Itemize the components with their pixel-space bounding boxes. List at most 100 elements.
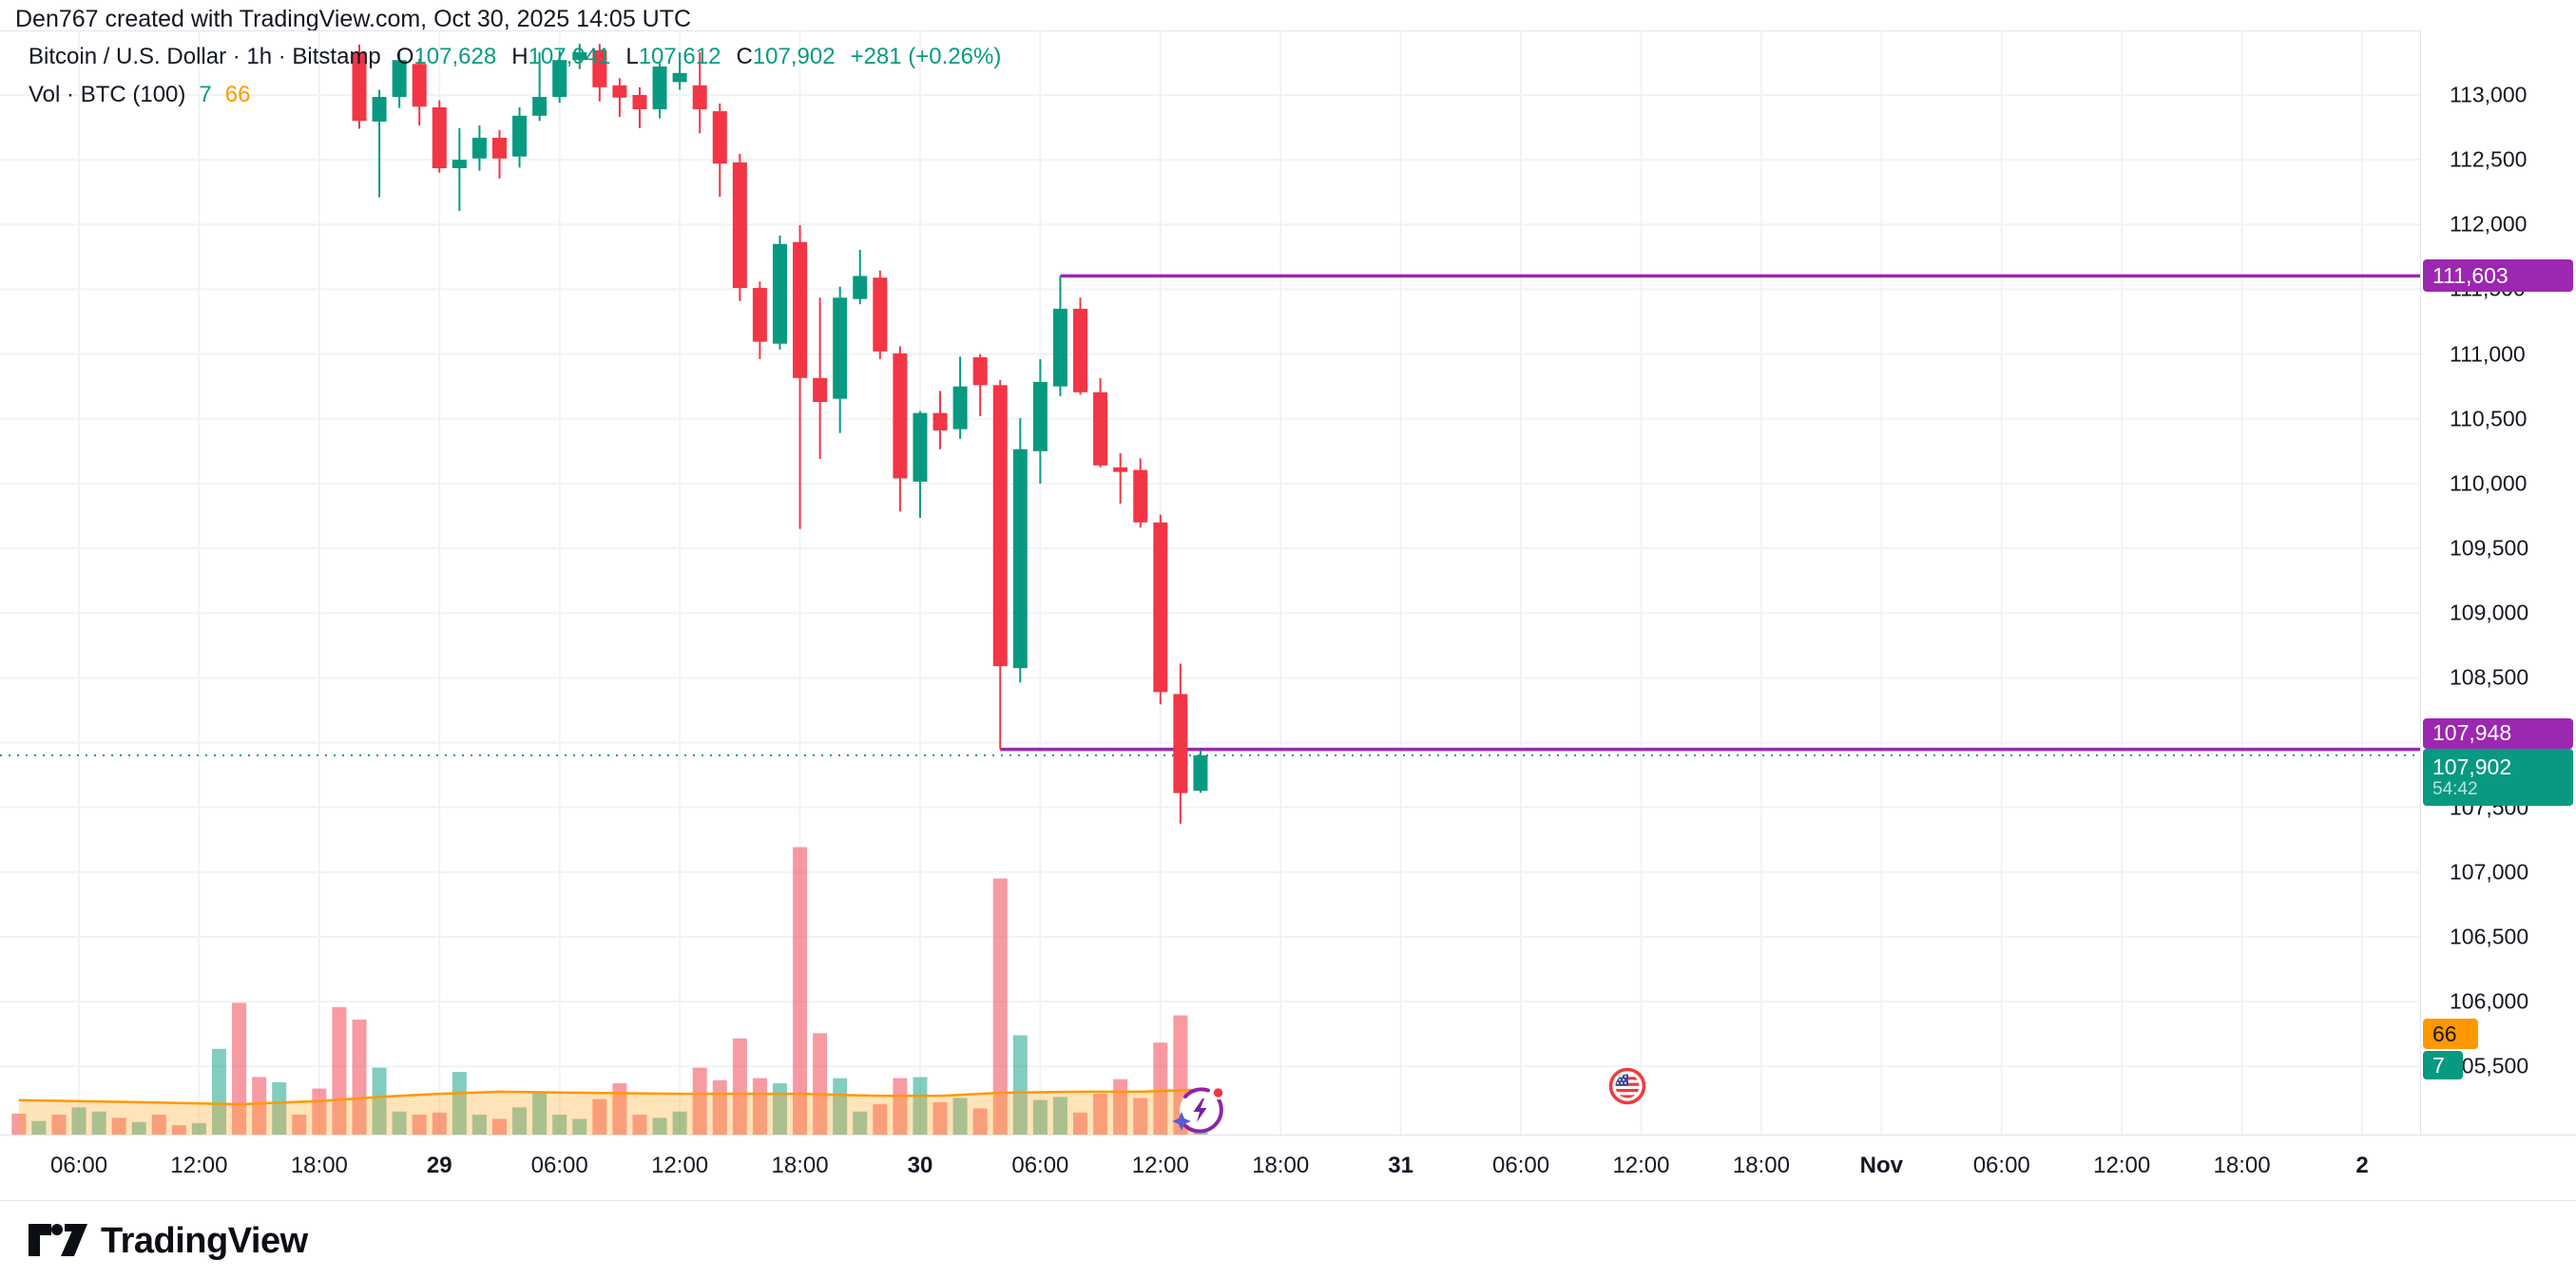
volume-bar[interactable] <box>572 1118 587 1136</box>
candle[interactable] <box>692 52 707 134</box>
volume-bar[interactable] <box>491 1118 507 1136</box>
volume-bar[interactable] <box>131 1121 146 1135</box>
candle[interactable] <box>972 353 988 417</box>
candle[interactable] <box>853 249 868 305</box>
candle[interactable] <box>1173 663 1188 824</box>
candle[interactable] <box>512 106 528 168</box>
candle[interactable] <box>1113 452 1128 505</box>
volume-bar[interactable] <box>151 1115 166 1135</box>
candle[interactable] <box>412 58 427 126</box>
horizontal-level-lines[interactable] <box>0 274 2420 756</box>
volume-bar[interactable] <box>632 1115 647 1135</box>
ai-spark-icon[interactable] <box>1172 1085 1225 1134</box>
volume-bar[interactable] <box>232 1002 247 1135</box>
volume-bar[interactable] <box>1052 1097 1067 1135</box>
volume-bar[interactable] <box>51 1115 67 1135</box>
volume-bar[interactable] <box>833 1078 848 1135</box>
volume-bars[interactable] <box>11 847 1208 1136</box>
volume-bar[interactable] <box>1113 1079 1128 1135</box>
candle[interactable] <box>1052 276 1067 396</box>
volume-bar[interactable] <box>1093 1094 1108 1135</box>
candle[interactable] <box>552 49 567 104</box>
candle[interactable] <box>352 44 367 129</box>
volume-bar[interactable] <box>292 1115 307 1135</box>
volume-bar[interactable] <box>111 1117 126 1135</box>
candle[interactable] <box>913 410 928 519</box>
candle[interactable] <box>893 346 908 512</box>
volume-bar[interactable] <box>432 1112 447 1135</box>
candle[interactable] <box>1012 418 1028 683</box>
volume-bar[interactable] <box>471 1115 487 1135</box>
volume-bar[interactable] <box>412 1115 427 1135</box>
candle[interactable] <box>392 49 407 108</box>
volume-bar[interactable] <box>1153 1042 1168 1135</box>
volume-bar[interactable] <box>171 1125 186 1135</box>
candle[interactable] <box>772 235 787 350</box>
candle[interactable] <box>873 270 888 360</box>
candle[interactable] <box>572 44 587 69</box>
candle[interactable] <box>452 127 467 211</box>
volume-bar[interactable] <box>512 1107 528 1135</box>
candle[interactable] <box>612 78 627 118</box>
candle[interactable] <box>833 286 848 433</box>
candle[interactable] <box>1073 297 1088 395</box>
candle[interactable] <box>1133 458 1148 528</box>
volume-bar[interactable] <box>672 1111 687 1135</box>
volume-bar[interactable] <box>932 1101 948 1135</box>
candle[interactable] <box>1032 359 1048 484</box>
volume-bar[interactable] <box>1073 1112 1088 1135</box>
candle[interactable] <box>932 391 948 449</box>
candle[interactable] <box>813 297 828 460</box>
tradingview-footer-logo[interactable]: TradingView <box>29 1220 308 1262</box>
volume-bar[interactable] <box>972 1108 988 1136</box>
candle[interactable] <box>712 103 727 197</box>
volume-bar[interactable] <box>772 1083 787 1135</box>
time-axis[interactable]: 06:00 12:00 18:00 29 06:00 12:00 18:00 30 06:00 1… <box>0 1135 2576 1201</box>
volume-bar[interactable] <box>793 847 808 1136</box>
volume-bar[interactable] <box>732 1038 747 1135</box>
symbol-title[interactable]: Bitcoin / U.S. Dollar · 1h · Bitstamp <box>29 44 381 69</box>
candle[interactable] <box>532 52 548 122</box>
volume-bar[interactable] <box>532 1093 548 1135</box>
volume-bar[interactable] <box>1012 1035 1028 1136</box>
volume-bar[interactable] <box>11 1114 27 1135</box>
candle[interactable] <box>1193 750 1208 793</box>
volume-bar[interactable] <box>332 1006 347 1135</box>
candles[interactable] <box>352 44 1208 824</box>
candle[interactable] <box>372 89 387 198</box>
volume-bar[interactable] <box>913 1077 928 1136</box>
volume-bar[interactable] <box>952 1098 968 1136</box>
candle[interactable] <box>1093 377 1108 468</box>
volume-bar[interactable] <box>252 1077 267 1136</box>
us-flag-event-icon[interactable] <box>1608 1067 1646 1105</box>
volume-bar[interactable] <box>652 1117 667 1135</box>
volume-bar[interactable] <box>272 1082 287 1135</box>
volume-bar[interactable] <box>212 1048 227 1135</box>
candle[interactable] <box>1153 514 1168 705</box>
volume-bar[interactable] <box>352 1020 367 1135</box>
volume-bar[interactable] <box>592 1098 607 1135</box>
volume-bar[interactable] <box>91 1111 106 1135</box>
candle[interactable] <box>732 154 747 301</box>
volume-bar[interactable] <box>372 1067 387 1135</box>
candle[interactable] <box>793 224 808 529</box>
candle[interactable] <box>752 281 767 360</box>
volume-bar[interactable] <box>1032 1099 1048 1135</box>
volume-indicator-title[interactable]: Vol · BTC (100) <box>29 82 186 107</box>
volume-bar[interactable] <box>31 1120 47 1135</box>
volume-bar[interactable] <box>752 1078 767 1135</box>
candle[interactable] <box>432 100 447 173</box>
volume-bar[interactable] <box>813 1033 828 1135</box>
candle[interactable] <box>652 63 667 119</box>
volume-bar[interactable] <box>992 878 1008 1136</box>
candle[interactable] <box>632 86 647 128</box>
volume-bar[interactable] <box>392 1111 407 1135</box>
volume-bar[interactable] <box>873 1104 888 1135</box>
candle[interactable] <box>592 44 607 102</box>
volume-bar[interactable] <box>893 1078 908 1135</box>
price-axis[interactable]: 113,000112,500112,000111,500111,000110,5… <box>2420 30 2576 1135</box>
volume-bar[interactable] <box>853 1111 868 1135</box>
candle[interactable] <box>471 125 487 171</box>
volume-bar[interactable] <box>1133 1098 1148 1136</box>
